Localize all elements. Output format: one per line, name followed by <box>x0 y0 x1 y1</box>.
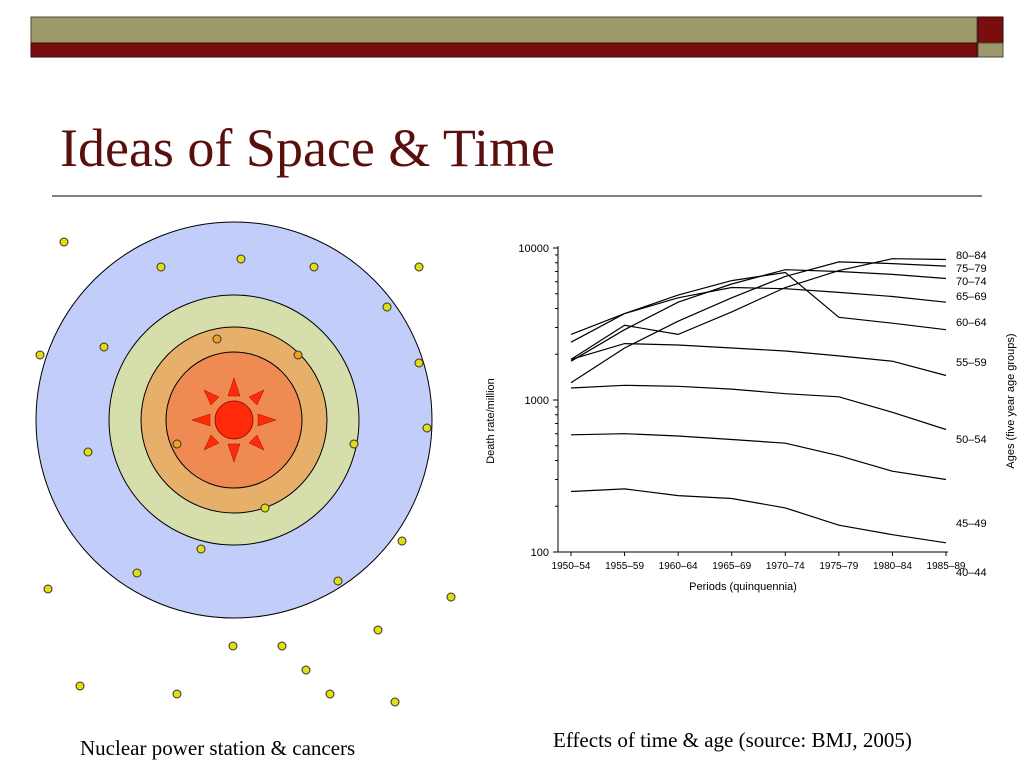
case-dot <box>172 439 182 449</box>
x-tick-label: 1980–84 <box>873 561 912 572</box>
slide-decoration <box>30 16 1004 197</box>
x-tick-label: 1950–54 <box>552 561 591 572</box>
case-dot <box>83 447 93 457</box>
age-groups-label: Ages (five year age groups) <box>1005 333 1017 468</box>
case-dot <box>212 334 222 344</box>
case-dot <box>132 568 142 578</box>
series-line-50–54 <box>570 384 947 431</box>
case-dot <box>260 503 270 513</box>
series-label: 45–49 <box>956 518 987 530</box>
series-line-65–69 <box>570 286 947 343</box>
case-dot <box>422 423 432 433</box>
x-tick-label: 1975–79 <box>819 561 858 572</box>
chart-axes <box>553 246 948 556</box>
case-dot <box>373 625 383 635</box>
series-label: 70–74 <box>956 276 987 288</box>
olive-corner-square <box>977 42 1004 58</box>
death-rate-chart: 10000 1000 100 1950–54 1955–59 1960–64 1965–6… <box>485 243 1017 593</box>
series-label: 80–84 <box>956 250 987 262</box>
series-line-55–59 <box>570 342 947 377</box>
nuclear-station-diagram <box>35 221 456 707</box>
page-title: Ideas of Space & Time <box>60 118 555 178</box>
series-label: 60–64 <box>956 317 987 329</box>
series-line-40–44 <box>570 488 947 544</box>
series-line-45–49 <box>570 433 947 481</box>
case-dot <box>75 681 85 691</box>
left-caption: Nuclear power station & cancers <box>80 736 356 760</box>
series-label: 75–79 <box>956 263 987 275</box>
case-dot <box>99 342 109 352</box>
case-dot <box>277 641 287 651</box>
case-dot <box>196 544 206 554</box>
case-dot <box>414 262 424 272</box>
y-tick-label: 100 <box>531 547 549 559</box>
case-dot <box>397 536 407 546</box>
case-dot <box>333 576 343 586</box>
case-dot <box>301 665 311 675</box>
series-line-75–79 <box>570 261 947 384</box>
y-tick-labels: 10000 1000 100 <box>518 243 549 559</box>
case-dot <box>349 439 359 449</box>
x-tick-label: 1965–69 <box>712 561 751 572</box>
x-tick-labels: 1950–54 1955–59 1960–64 1965–69 1970–74 1975–… <box>552 561 966 572</box>
case-dot <box>59 237 69 247</box>
case-dot <box>293 350 303 360</box>
series-line-80–84 <box>570 258 947 360</box>
y-axis-label: Death rate/million <box>485 378 497 464</box>
x-tick-label: 1970–74 <box>766 561 805 572</box>
olive-header-bar <box>30 16 978 44</box>
y-tick-label: 1000 <box>525 395 549 407</box>
case-dot <box>382 302 392 312</box>
case-dot <box>43 584 53 594</box>
right-caption: Effects of time & age (source: BMJ, 2005… <box>553 728 912 752</box>
series-line-70–74 <box>570 269 947 362</box>
case-dot <box>309 262 319 272</box>
series-label: 55–59 <box>956 357 987 369</box>
x-tick-label: 1955–59 <box>605 561 644 572</box>
x-tick-label: 1960–64 <box>659 561 698 572</box>
x-tick-label: 1985–89 <box>927 561 966 572</box>
case-dot <box>446 592 456 602</box>
series-label: 65–69 <box>956 291 987 303</box>
case-dot <box>228 641 238 651</box>
maroon-corner-square <box>977 16 1004 44</box>
case-dot <box>35 350 45 360</box>
case-dot <box>236 254 246 264</box>
series-line-60–64 <box>570 271 947 335</box>
sun-icon <box>191 377 277 463</box>
maroon-header-bar <box>30 42 978 58</box>
case-dot <box>390 697 400 707</box>
series-lines <box>570 258 947 544</box>
case-dot <box>414 358 424 368</box>
series-label: 50–54 <box>956 434 987 446</box>
series-label: 40–44 <box>956 567 987 579</box>
y-tick-label: 10000 <box>518 243 549 255</box>
case-dot <box>325 689 335 699</box>
case-dot <box>172 689 182 699</box>
case-dot <box>156 262 166 272</box>
x-axis-label: Periods (quinquennia) <box>689 581 797 593</box>
case-dots <box>35 237 456 707</box>
